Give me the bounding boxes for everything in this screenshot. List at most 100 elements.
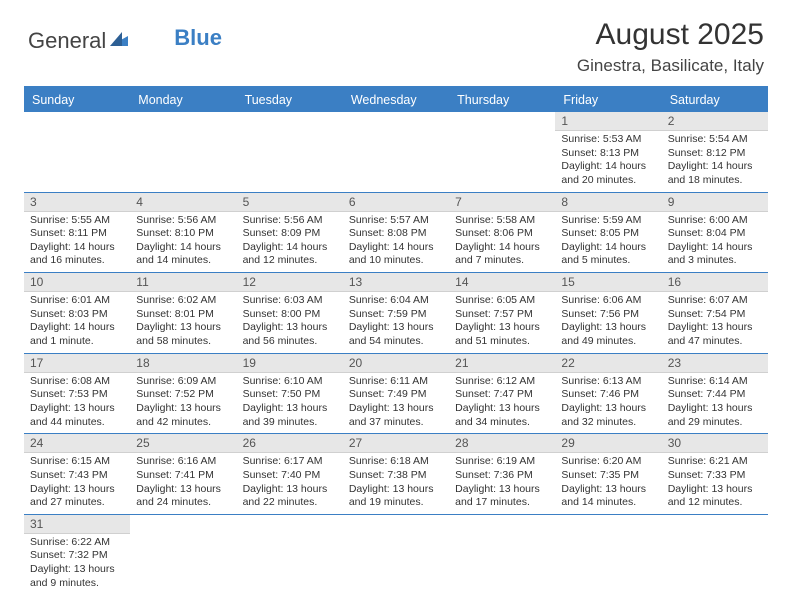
sunrise-text: Sunrise: 5:56 AM xyxy=(243,214,337,228)
weeks-container: 1Sunrise: 5:53 AMSunset: 8:13 PMDaylight… xyxy=(24,112,768,594)
daylight-text: Daylight: 13 hours and 19 minutes. xyxy=(349,483,443,510)
calendar-cell xyxy=(449,515,555,595)
calendar-cell xyxy=(24,112,130,192)
calendar-cell: 4Sunrise: 5:56 AMSunset: 8:10 PMDaylight… xyxy=(130,193,236,273)
calendar-cell xyxy=(237,112,343,192)
cell-content: Sunrise: 6:21 AMSunset: 7:33 PMDaylight:… xyxy=(662,453,768,514)
month-title: August 2025 xyxy=(577,18,764,52)
daylight-text: Daylight: 14 hours and 12 minutes. xyxy=(243,241,337,268)
sunrise-text: Sunrise: 6:10 AM xyxy=(243,375,337,389)
daylight-text: Daylight: 13 hours and 56 minutes. xyxy=(243,321,337,348)
cell-content: Sunrise: 6:14 AMSunset: 7:44 PMDaylight:… xyxy=(662,373,768,434)
daylight-text: Daylight: 13 hours and 17 minutes. xyxy=(455,483,549,510)
calendar-week: 10Sunrise: 6:01 AMSunset: 8:03 PMDayligh… xyxy=(24,273,768,354)
sunset-text: Sunset: 7:36 PM xyxy=(455,469,549,483)
date-number: 14 xyxy=(449,273,555,292)
calendar-cell xyxy=(237,515,343,595)
daylight-text: Daylight: 13 hours and 44 minutes. xyxy=(30,402,124,429)
calendar-cell: 13Sunrise: 6:04 AMSunset: 7:59 PMDayligh… xyxy=(343,273,449,353)
daylight-text: Daylight: 14 hours and 18 minutes. xyxy=(668,160,762,187)
sunrise-text: Sunrise: 6:00 AM xyxy=(668,214,762,228)
document-header: General Blue August 2025 Ginestra, Basil… xyxy=(0,0,792,86)
sunset-text: Sunset: 8:11 PM xyxy=(30,227,124,241)
weekday-header: Monday xyxy=(130,89,236,112)
daylight-text: Daylight: 13 hours and 51 minutes. xyxy=(455,321,549,348)
cell-content: Sunrise: 5:56 AMSunset: 8:10 PMDaylight:… xyxy=(130,212,236,273)
sunrise-text: Sunrise: 6:05 AM xyxy=(455,294,549,308)
sunrise-text: Sunrise: 6:15 AM xyxy=(30,455,124,469)
date-number xyxy=(343,515,449,519)
date-number: 11 xyxy=(130,273,236,292)
calendar-cell: 14Sunrise: 6:05 AMSunset: 7:57 PMDayligh… xyxy=(449,273,555,353)
sunset-text: Sunset: 7:43 PM xyxy=(30,469,124,483)
cell-content: Sunrise: 5:55 AMSunset: 8:11 PMDaylight:… xyxy=(24,212,130,273)
cell-content: Sunrise: 6:16 AMSunset: 7:41 PMDaylight:… xyxy=(130,453,236,514)
cell-content: Sunrise: 6:01 AMSunset: 8:03 PMDaylight:… xyxy=(24,292,130,353)
sunrise-text: Sunrise: 6:03 AM xyxy=(243,294,337,308)
date-number: 9 xyxy=(662,193,768,212)
sunset-text: Sunset: 7:50 PM xyxy=(243,388,337,402)
sunset-text: Sunset: 8:12 PM xyxy=(668,147,762,161)
calendar-cell: 28Sunrise: 6:19 AMSunset: 7:36 PMDayligh… xyxy=(449,434,555,514)
sunset-text: Sunset: 8:04 PM xyxy=(668,227,762,241)
date-number: 23 xyxy=(662,354,768,373)
sunset-text: Sunset: 7:44 PM xyxy=(668,388,762,402)
sunrise-text: Sunrise: 5:57 AM xyxy=(349,214,443,228)
calendar-cell: 16Sunrise: 6:07 AMSunset: 7:54 PMDayligh… xyxy=(662,273,768,353)
cell-content: Sunrise: 5:58 AMSunset: 8:06 PMDaylight:… xyxy=(449,212,555,273)
date-number: 6 xyxy=(343,193,449,212)
calendar-cell xyxy=(130,515,236,595)
calendar-cell: 5Sunrise: 5:56 AMSunset: 8:09 PMDaylight… xyxy=(237,193,343,273)
calendar-cell xyxy=(449,112,555,192)
daylight-text: Daylight: 13 hours and 24 minutes. xyxy=(136,483,230,510)
sunrise-text: Sunrise: 5:55 AM xyxy=(30,214,124,228)
date-number: 24 xyxy=(24,434,130,453)
cell-content: Sunrise: 6:15 AMSunset: 7:43 PMDaylight:… xyxy=(24,453,130,514)
sunrise-text: Sunrise: 6:14 AM xyxy=(668,375,762,389)
date-number xyxy=(449,112,555,116)
calendar-cell: 29Sunrise: 6:20 AMSunset: 7:35 PMDayligh… xyxy=(555,434,661,514)
calendar-cell: 17Sunrise: 6:08 AMSunset: 7:53 PMDayligh… xyxy=(24,354,130,434)
daylight-text: Daylight: 13 hours and 29 minutes. xyxy=(668,402,762,429)
cell-content: Sunrise: 6:18 AMSunset: 7:38 PMDaylight:… xyxy=(343,453,449,514)
sunset-text: Sunset: 8:13 PM xyxy=(561,147,655,161)
date-number: 1 xyxy=(555,112,661,131)
daylight-text: Daylight: 13 hours and 37 minutes. xyxy=(349,402,443,429)
sunset-text: Sunset: 8:05 PM xyxy=(561,227,655,241)
cell-content: Sunrise: 6:12 AMSunset: 7:47 PMDaylight:… xyxy=(449,373,555,434)
cell-content: Sunrise: 6:04 AMSunset: 7:59 PMDaylight:… xyxy=(343,292,449,353)
sunrise-text: Sunrise: 5:58 AM xyxy=(455,214,549,228)
calendar-cell: 10Sunrise: 6:01 AMSunset: 8:03 PMDayligh… xyxy=(24,273,130,353)
cell-content: Sunrise: 6:11 AMSunset: 7:49 PMDaylight:… xyxy=(343,373,449,434)
logo-text-2: Blue xyxy=(174,25,222,51)
date-number xyxy=(24,112,130,116)
cell-content: Sunrise: 5:54 AMSunset: 8:12 PMDaylight:… xyxy=(662,131,768,192)
date-number: 20 xyxy=(343,354,449,373)
daylight-text: Daylight: 13 hours and 34 minutes. xyxy=(455,402,549,429)
daylight-text: Daylight: 14 hours and 10 minutes. xyxy=(349,241,443,268)
sunrise-text: Sunrise: 6:02 AM xyxy=(136,294,230,308)
sunrise-text: Sunrise: 6:07 AM xyxy=(668,294,762,308)
calendar-cell: 3Sunrise: 5:55 AMSunset: 8:11 PMDaylight… xyxy=(24,193,130,273)
sunrise-text: Sunrise: 5:59 AM xyxy=(561,214,655,228)
daylight-text: Daylight: 14 hours and 20 minutes. xyxy=(561,160,655,187)
cell-content: Sunrise: 5:59 AMSunset: 8:05 PMDaylight:… xyxy=(555,212,661,273)
sunrise-text: Sunrise: 6:08 AM xyxy=(30,375,124,389)
calendar-cell: 12Sunrise: 6:03 AMSunset: 8:00 PMDayligh… xyxy=(237,273,343,353)
sunset-text: Sunset: 8:09 PM xyxy=(243,227,337,241)
cell-content: Sunrise: 6:02 AMSunset: 8:01 PMDaylight:… xyxy=(130,292,236,353)
calendar-week: 31Sunrise: 6:22 AMSunset: 7:32 PMDayligh… xyxy=(24,515,768,595)
cell-content: Sunrise: 5:53 AMSunset: 8:13 PMDaylight:… xyxy=(555,131,661,192)
date-number: 19 xyxy=(237,354,343,373)
date-number: 28 xyxy=(449,434,555,453)
sunrise-text: Sunrise: 6:09 AM xyxy=(136,375,230,389)
date-number xyxy=(130,112,236,116)
cell-content: Sunrise: 5:56 AMSunset: 8:09 PMDaylight:… xyxy=(237,212,343,273)
daylight-text: Daylight: 14 hours and 3 minutes. xyxy=(668,241,762,268)
calendar-week: 3Sunrise: 5:55 AMSunset: 8:11 PMDaylight… xyxy=(24,193,768,274)
sunset-text: Sunset: 8:00 PM xyxy=(243,308,337,322)
date-number: 26 xyxy=(237,434,343,453)
sunset-text: Sunset: 7:54 PM xyxy=(668,308,762,322)
calendar-cell: 11Sunrise: 6:02 AMSunset: 8:01 PMDayligh… xyxy=(130,273,236,353)
sunset-text: Sunset: 7:59 PM xyxy=(349,308,443,322)
